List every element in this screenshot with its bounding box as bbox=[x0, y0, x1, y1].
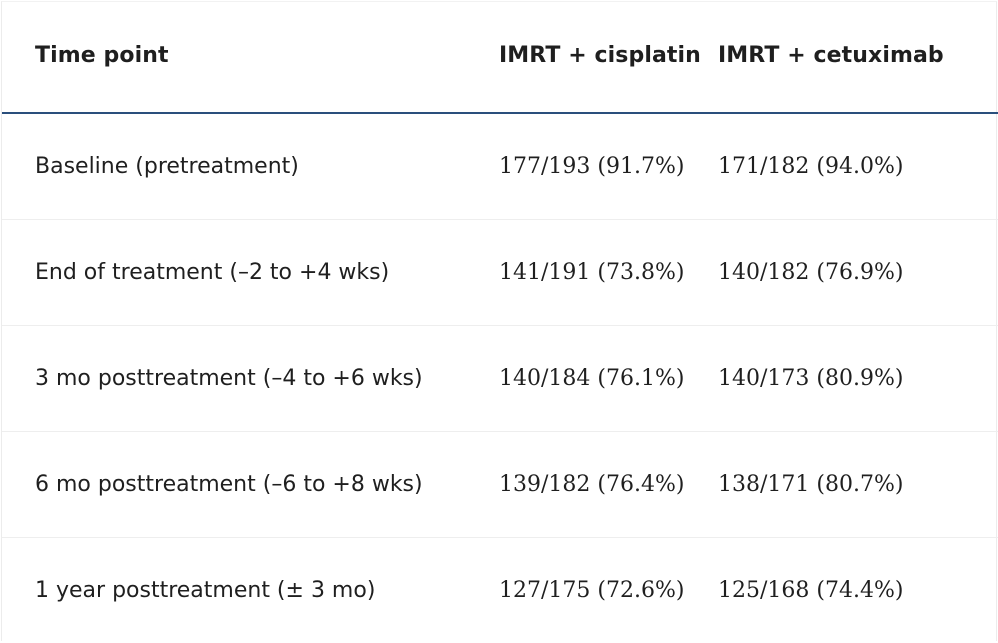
cell-value: 141/191 (73.8%) bbox=[499, 260, 684, 285]
table-row: 6 mo posttreatment (–6 to +8 wks) 139/18… bbox=[2, 432, 998, 538]
cell-time-point: 6 mo posttreatment (–6 to +8 wks) bbox=[2, 432, 466, 538]
cell-value: 127/175 (72.6%) bbox=[499, 578, 684, 603]
cell-value: 125/168 (74.4%) bbox=[718, 578, 903, 603]
column-header-label: IMRT + cisplatin bbox=[499, 43, 701, 68]
table-body: Baseline (pretreatment) 177/193 (91.7%) … bbox=[2, 113, 998, 643]
cell-cisplatin: 139/182 (76.4%) bbox=[466, 432, 718, 538]
cell-time-point: Baseline (pretreatment) bbox=[2, 113, 466, 220]
column-header-label: Time point bbox=[35, 43, 169, 68]
cell-value: 139/182 (76.4%) bbox=[499, 472, 684, 497]
cell-cisplatin: 140/184 (76.1%) bbox=[466, 326, 718, 432]
cell-value: 138/171 (80.7%) bbox=[718, 472, 903, 497]
column-header-label: IMRT + cetuximab bbox=[718, 43, 944, 68]
cell-cisplatin: 177/193 (91.7%) bbox=[466, 113, 718, 220]
cell-value: 140/173 (80.9%) bbox=[718, 366, 903, 391]
column-header-imrt-cisplatin: IMRT + cisplatin bbox=[466, 2, 718, 113]
cell-value: 171/182 (94.0%) bbox=[718, 154, 903, 179]
table-header: Time point IMRT + cisplatin IMRT + cetux… bbox=[2, 2, 998, 113]
column-header-imrt-cetuximab: IMRT + cetuximab bbox=[718, 2, 998, 113]
table-row: 1 year posttreatment (± 3 mo) 127/175 (7… bbox=[2, 538, 998, 643]
cell-time-point: End of treatment (–2 to +4 wks) bbox=[2, 220, 466, 326]
column-header-time-point: Time point bbox=[2, 2, 466, 113]
cell-cisplatin: 127/175 (72.6%) bbox=[466, 538, 718, 643]
cell-cetuximab: 140/182 (76.9%) bbox=[718, 220, 998, 326]
cell-cetuximab: 140/173 (80.9%) bbox=[718, 326, 998, 432]
cell-value: 140/182 (76.9%) bbox=[718, 260, 903, 285]
cell-cetuximab: 138/171 (80.7%) bbox=[718, 432, 998, 538]
table-row: Baseline (pretreatment) 177/193 (91.7%) … bbox=[2, 113, 998, 220]
table-row: 3 mo posttreatment (–4 to +6 wks) 140/18… bbox=[2, 326, 998, 432]
header-row: Time point IMRT + cisplatin IMRT + cetux… bbox=[2, 2, 998, 113]
table-row: End of treatment (–2 to +4 wks) 141/191 … bbox=[2, 220, 998, 326]
cell-time-point: 3 mo posttreatment (–4 to +6 wks) bbox=[2, 326, 466, 432]
cell-cetuximab: 171/182 (94.0%) bbox=[718, 113, 998, 220]
cell-time-point: 1 year posttreatment (± 3 mo) bbox=[2, 538, 466, 643]
cell-value: 140/184 (76.1%) bbox=[499, 366, 684, 391]
cell-value: 177/193 (91.7%) bbox=[499, 154, 684, 179]
cell-cisplatin: 141/191 (73.8%) bbox=[466, 220, 718, 326]
cell-cetuximab: 125/168 (74.4%) bbox=[718, 538, 998, 643]
